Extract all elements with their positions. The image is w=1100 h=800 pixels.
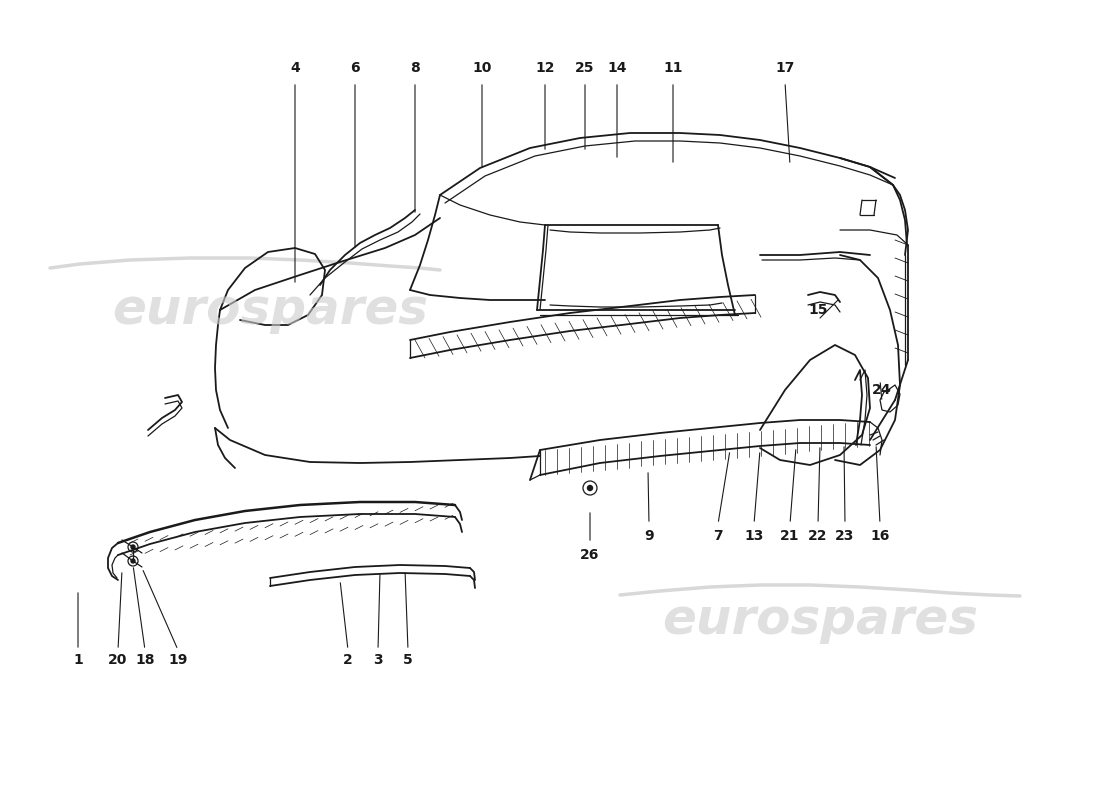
Text: 17: 17 bbox=[776, 61, 794, 75]
Circle shape bbox=[131, 545, 135, 549]
Text: 11: 11 bbox=[663, 61, 683, 75]
Circle shape bbox=[131, 559, 135, 563]
Text: 26: 26 bbox=[581, 548, 600, 562]
Text: eurospares: eurospares bbox=[112, 286, 428, 334]
Text: 22: 22 bbox=[808, 529, 827, 543]
Text: 5: 5 bbox=[403, 653, 412, 667]
Text: 2: 2 bbox=[343, 653, 353, 667]
Text: 20: 20 bbox=[108, 653, 128, 667]
Text: 16: 16 bbox=[870, 529, 890, 543]
Text: 9: 9 bbox=[645, 529, 653, 543]
Text: eurospares: eurospares bbox=[662, 596, 978, 644]
Text: 13: 13 bbox=[745, 529, 763, 543]
Text: 24: 24 bbox=[872, 383, 892, 397]
Text: 6: 6 bbox=[350, 61, 360, 75]
Circle shape bbox=[587, 486, 593, 490]
Text: 7: 7 bbox=[713, 529, 723, 543]
Text: 3: 3 bbox=[373, 653, 383, 667]
Text: 1: 1 bbox=[73, 653, 82, 667]
Text: 21: 21 bbox=[780, 529, 800, 543]
Text: 14: 14 bbox=[607, 61, 627, 75]
Text: 15: 15 bbox=[808, 303, 827, 317]
Text: 8: 8 bbox=[410, 61, 420, 75]
Text: 18: 18 bbox=[135, 653, 155, 667]
Text: 19: 19 bbox=[168, 653, 188, 667]
Text: 25: 25 bbox=[575, 61, 595, 75]
Text: 10: 10 bbox=[472, 61, 492, 75]
Text: 4: 4 bbox=[290, 61, 300, 75]
Text: 12: 12 bbox=[536, 61, 554, 75]
Text: 23: 23 bbox=[835, 529, 855, 543]
